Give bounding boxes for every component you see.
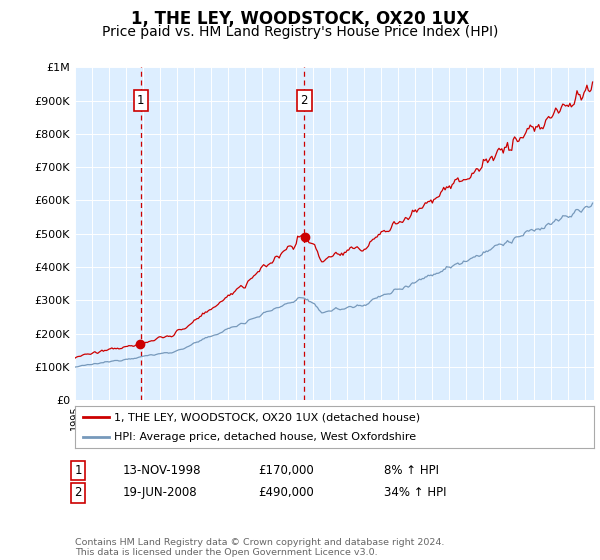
- Text: 2: 2: [301, 94, 308, 107]
- Text: £170,000: £170,000: [258, 464, 314, 477]
- Text: 19-JUN-2008: 19-JUN-2008: [123, 486, 197, 500]
- Text: 8% ↑ HPI: 8% ↑ HPI: [384, 464, 439, 477]
- Text: 34% ↑ HPI: 34% ↑ HPI: [384, 486, 446, 500]
- Text: £490,000: £490,000: [258, 486, 314, 500]
- Text: 1, THE LEY, WOODSTOCK, OX20 1UX: 1, THE LEY, WOODSTOCK, OX20 1UX: [131, 10, 469, 28]
- Text: 1, THE LEY, WOODSTOCK, OX20 1UX (detached house): 1, THE LEY, WOODSTOCK, OX20 1UX (detache…: [114, 412, 420, 422]
- Text: 2: 2: [74, 486, 82, 500]
- Text: 13-NOV-1998: 13-NOV-1998: [123, 464, 202, 477]
- Text: HPI: Average price, detached house, West Oxfordshire: HPI: Average price, detached house, West…: [114, 432, 416, 442]
- Text: Price paid vs. HM Land Registry's House Price Index (HPI): Price paid vs. HM Land Registry's House …: [102, 25, 498, 39]
- Text: 1: 1: [74, 464, 82, 477]
- Text: Contains HM Land Registry data © Crown copyright and database right 2024.
This d: Contains HM Land Registry data © Crown c…: [75, 538, 445, 557]
- Text: 1: 1: [137, 94, 145, 107]
